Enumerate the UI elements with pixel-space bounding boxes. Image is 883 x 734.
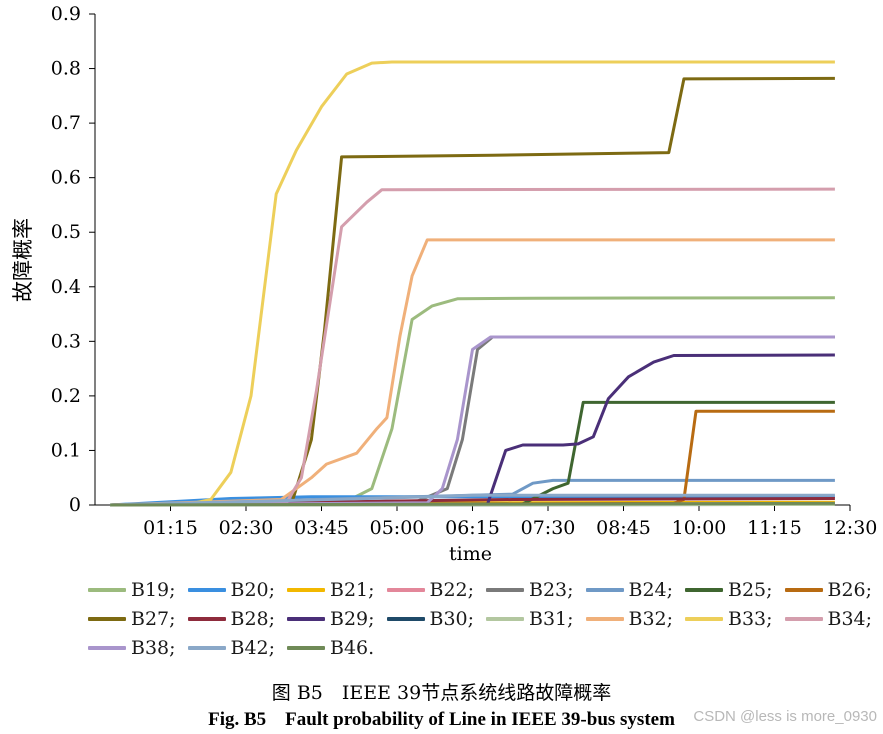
- legend-item: B22;: [386, 578, 475, 602]
- legend-label: B46.: [330, 637, 375, 659]
- legend-swatch: [386, 588, 425, 592]
- legend-label: B23;: [529, 579, 574, 601]
- legend-item: B34;: [784, 607, 873, 631]
- legend-swatch: [187, 646, 226, 650]
- y-tick-label: 0.2: [51, 385, 81, 407]
- series-line-b33: [110, 60, 835, 507]
- legend-label: B20;: [230, 579, 276, 601]
- legend-swatch: [386, 617, 425, 621]
- y-tick-label: 0.7: [51, 112, 81, 134]
- series-line-b27: [110, 76, 835, 507]
- legend-item: B30;: [386, 607, 475, 631]
- y-axis-label: 故障概率: [11, 218, 35, 302]
- legend-swatch: [486, 588, 524, 592]
- legend-label: B21;: [330, 579, 375, 601]
- x-tick-label: 11:15: [747, 517, 802, 539]
- x-tick-label: 03:45: [294, 517, 349, 539]
- series-line-b38: [110, 335, 835, 507]
- legend-swatch: [784, 588, 823, 592]
- legend-item: B20;: [187, 578, 276, 602]
- legend-swatch: [685, 617, 723, 621]
- y-tick-label: 0: [69, 494, 81, 516]
- legend-swatch: [88, 646, 126, 650]
- legend-item: B42;: [187, 636, 276, 660]
- legend-label: B26;: [827, 579, 873, 601]
- legend-label: B29;: [330, 608, 375, 630]
- legend-label: B42;: [230, 637, 276, 659]
- legend-label: B34;: [827, 608, 873, 630]
- legend-label: B27;: [131, 608, 176, 630]
- legend-item: B29;: [287, 607, 375, 631]
- legend-label: B24;: [628, 579, 674, 601]
- legend-item: B25;: [685, 578, 773, 602]
- x-tick-label: 01:15: [143, 517, 198, 539]
- x-tick-label: 02:30: [219, 517, 274, 539]
- y-tick-label: 0.4: [51, 276, 81, 298]
- y-tick-label: 0.8: [51, 58, 81, 80]
- legend-item: B19;: [88, 578, 176, 602]
- series-line-b42: [110, 493, 835, 507]
- legend-label: B31;: [529, 608, 574, 630]
- legend-item: B23;: [486, 578, 574, 602]
- y-tick-label: 0.1: [51, 439, 81, 461]
- legend-swatch: [685, 588, 723, 592]
- figure-caption-cn: 图 B5 IEEE 39节点系统线路故障概率: [271, 682, 612, 704]
- x-tick-label: 07:30: [521, 517, 576, 539]
- legend-swatch: [88, 617, 126, 621]
- legend-label: B19;: [131, 579, 176, 601]
- legend-label: B22;: [429, 579, 475, 601]
- legend-item: B32;: [585, 607, 674, 631]
- legend-item: B27;: [88, 607, 176, 631]
- legend-label: B30;: [429, 608, 475, 630]
- y-tick-label: 0.3: [51, 330, 81, 352]
- x-tick-label: 08:45: [596, 517, 651, 539]
- legend-swatch: [187, 588, 226, 592]
- legend-swatch: [287, 588, 325, 592]
- y-tick-label: 0.9: [51, 3, 81, 25]
- y-tick-label: 0.5: [51, 221, 81, 243]
- legend-item: B33;: [685, 607, 773, 631]
- series-line-b46: [110, 501, 835, 507]
- figure-caption-en: Fig. B5 Fault probability of Line in IEE…: [208, 709, 675, 730]
- legend-item: B31;: [486, 607, 574, 631]
- x-axis-label: time: [449, 543, 492, 565]
- legend-label: B38;: [131, 637, 176, 659]
- legend-item: B38;: [88, 636, 176, 660]
- watermark: CSDN @less is more_0930: [693, 708, 877, 725]
- series-line-b32: [110, 238, 835, 507]
- series-line-b29: [110, 353, 835, 507]
- legend-swatch: [287, 617, 325, 621]
- x-tick-label: 12:30: [823, 517, 878, 539]
- legend-label: B33;: [728, 608, 773, 630]
- x-tick-label: 10:00: [672, 517, 727, 539]
- series-line-b34: [110, 187, 835, 507]
- legend-item: B24;: [585, 578, 674, 602]
- legend-item: B26;: [784, 578, 873, 602]
- legend-swatch: [784, 617, 823, 621]
- x-tick-label: 05:00: [370, 517, 425, 539]
- y-tick-label: 0.6: [51, 167, 81, 189]
- legend-item: B28;: [187, 607, 276, 631]
- legend-label: B25;: [728, 579, 773, 601]
- legend-swatch: [187, 617, 226, 621]
- legend-swatch: [486, 617, 524, 621]
- legend-label: B28;: [230, 608, 276, 630]
- line-chart: 0 0.1 0.2 0.3 0.4 0.5 0.6 0.7 0.8 0.9 01:15 02:30 03…: [11, 3, 878, 565]
- legend-swatch: [585, 617, 624, 621]
- x-tick-label: 06:15: [445, 517, 500, 539]
- legend-swatch: [585, 588, 624, 592]
- legend-item: B46.: [287, 636, 374, 660]
- legend-swatch: [88, 588, 126, 592]
- legend-label: B32;: [628, 608, 674, 630]
- legend-item: B21;: [287, 578, 375, 602]
- legend-swatch: [287, 646, 325, 650]
